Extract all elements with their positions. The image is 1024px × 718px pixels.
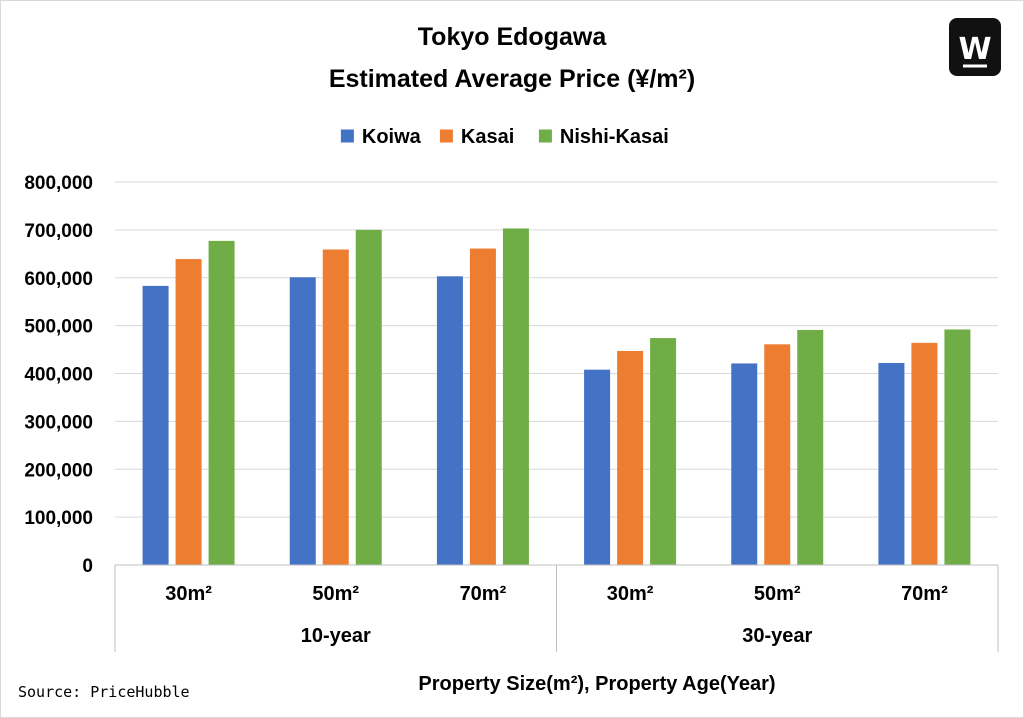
legend-label: Kasai bbox=[461, 126, 514, 148]
y-tick-label: 800,000 bbox=[24, 173, 93, 194]
x-axis: 30m² 50m² 70m² 10-year 30m² 50m² 70m² 30-year bbox=[114, 564, 999, 652]
bar-nishi-kasai-5 bbox=[944, 329, 971, 565]
y-tick-label: 600,000 bbox=[24, 269, 93, 290]
bar-nishi-kasai-3 bbox=[650, 338, 677, 565]
bar-nishi-kasai-1 bbox=[355, 229, 382, 565]
bar-kasai-0 bbox=[175, 259, 202, 565]
bar-koiwa-4 bbox=[731, 363, 758, 565]
bars bbox=[142, 228, 971, 566]
bar-koiwa-1 bbox=[289, 277, 316, 565]
y-axis-ticks: 0 100,000 200,000 300,000 400,000 500,000 600,… bbox=[24, 173, 93, 577]
chart-title: Tokyo Edogawa bbox=[418, 23, 608, 51]
x-category-label: 70m² bbox=[460, 583, 507, 605]
y-tick-label: 0 bbox=[82, 556, 93, 577]
legend-swatch-kasai bbox=[439, 129, 453, 143]
w-logo-icon bbox=[949, 18, 1001, 76]
legend-swatch-koiwa bbox=[340, 129, 354, 143]
bar-nishi-kasai-2 bbox=[502, 228, 529, 565]
x-axis-label: Property Size(m²), Property Age(Year) bbox=[418, 673, 775, 695]
x-category-label: 30m² bbox=[607, 583, 654, 605]
bar-kasai-5 bbox=[911, 342, 938, 565]
logo: W bbox=[949, 18, 1001, 76]
legend-swatch-nishi-kasai bbox=[538, 129, 552, 143]
source-note: Source: PriceHubble bbox=[18, 683, 190, 701]
bar-kasai-3 bbox=[617, 350, 644, 565]
x-category-label: 50m² bbox=[312, 583, 359, 605]
y-tick-label: 300,000 bbox=[24, 412, 93, 433]
bar-koiwa-3 bbox=[584, 369, 611, 565]
x-category-label: 50m² bbox=[754, 583, 801, 605]
x-category-label: 70m² bbox=[901, 583, 948, 605]
y-tick-label: 100,000 bbox=[24, 508, 93, 529]
y-tick-label: 500,000 bbox=[24, 317, 93, 338]
y-tick-label: 700,000 bbox=[24, 221, 93, 242]
bar-koiwa-2 bbox=[436, 276, 463, 565]
bar-kasai-4 bbox=[764, 344, 791, 565]
bar-nishi-kasai-0 bbox=[208, 240, 235, 566]
bar-koiwa-5 bbox=[878, 362, 905, 565]
bar-nishi-kasai-4 bbox=[797, 329, 824, 565]
bar-koiwa-0 bbox=[142, 285, 169, 565]
x-group-label: 10-year bbox=[301, 625, 371, 647]
legend-label: Nishi-Kasai bbox=[560, 126, 669, 148]
x-category-label: 30m² bbox=[165, 583, 212, 605]
legend: Koiwa Kasai Nishi-Kasai bbox=[340, 126, 669, 148]
chart-subtitle: Estimated Average Price (¥/m²) bbox=[329, 65, 695, 93]
legend-label: Koiwa bbox=[362, 126, 422, 148]
y-tick-label: 200,000 bbox=[24, 460, 93, 481]
x-group-label: 30-year bbox=[742, 625, 812, 647]
grid-lines bbox=[115, 181, 998, 518]
logo-glyph: W bbox=[958, 32, 991, 67]
bar-kasai-1 bbox=[322, 249, 349, 565]
bar-kasai-2 bbox=[469, 248, 496, 565]
y-tick-label: 400,000 bbox=[24, 365, 93, 386]
